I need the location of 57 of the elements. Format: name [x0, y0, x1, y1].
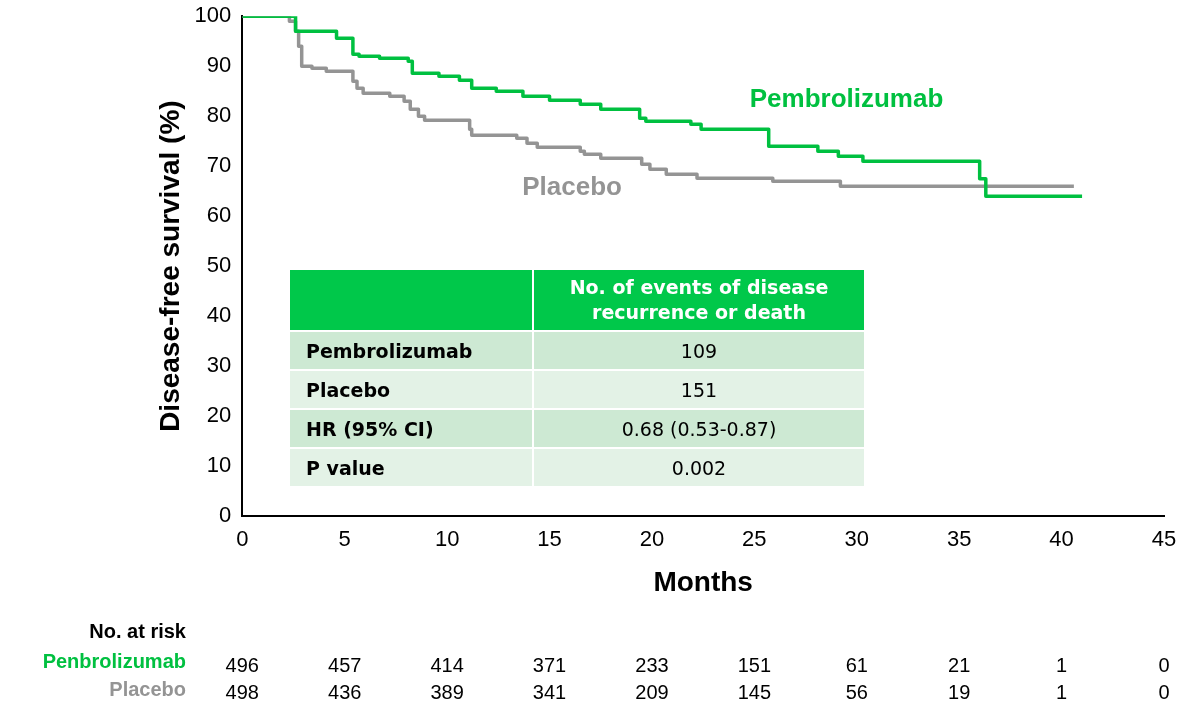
text: 414 [430, 653, 464, 676]
y-axis-title: Disease-free survival (%) [153, 100, 185, 432]
text: 61 [845, 653, 868, 676]
text: 498 [225, 680, 259, 703]
text: 457 [328, 653, 362, 676]
series-label: Placebo [522, 171, 622, 202]
text: 21 [948, 653, 971, 676]
annotation: 0.68 (0.53-0.87) [533, 409, 865, 448]
text: Placebo [109, 677, 186, 700]
text: 145 [737, 680, 772, 703]
x-tick-label: 45 [1151, 526, 1177, 552]
text: 371 [532, 653, 567, 676]
y-tick-label: 90 [206, 52, 232, 78]
text: 389 [430, 680, 464, 703]
x-tick-label: 10 [434, 526, 460, 552]
y-tick-label: 10 [206, 452, 232, 478]
y-tick-label: 100 [194, 2, 232, 28]
text: No. at risk [89, 619, 187, 642]
text: 56 [845, 680, 868, 703]
text: 151 [737, 653, 772, 676]
annotation: 151 [533, 370, 865, 409]
annotation: P value [289, 448, 533, 487]
x-tick-label: 20 [639, 526, 665, 552]
text: 0 [1158, 680, 1170, 703]
annotation: HR (95% CI) [289, 409, 533, 448]
text: 496 [225, 653, 259, 676]
annotation: Placebo [289, 370, 533, 409]
y-tick-label: 70 [206, 152, 232, 178]
text: 341 [532, 680, 567, 703]
annotation: 109 [533, 331, 865, 370]
x-tick-label: 30 [844, 526, 870, 552]
y-tick-label: 80 [206, 102, 232, 128]
y-tick-label: 20 [206, 402, 232, 428]
x-tick-label: 25 [742, 526, 767, 552]
text: 209 [635, 680, 669, 703]
annotation: No. of events of disease recurrence or death [533, 269, 865, 331]
y-tick-label: 60 [206, 202, 232, 228]
y-tick-label: 40 [206, 302, 232, 328]
text: 19 [948, 680, 971, 703]
x-tick-label: 0 [236, 526, 249, 552]
text: 233 [635, 653, 669, 676]
text: 1 [1056, 653, 1068, 676]
x-axis-title: Months [653, 565, 753, 597]
y-tick-label: 30 [206, 352, 232, 378]
text: 436 [328, 680, 362, 703]
y-tick-label: 50 [206, 252, 232, 278]
text: 0 [1158, 653, 1170, 676]
x-tick-label: 35 [946, 526, 972, 552]
text: Penbrolizumab [42, 649, 186, 672]
y-tick-label: 0 [219, 502, 232, 528]
text: 1 [1056, 680, 1068, 703]
x-tick-label: 15 [537, 526, 562, 552]
x-tick-label: 5 [338, 526, 351, 552]
series-label: Pembrolizumab [749, 83, 944, 114]
x-tick-label: 40 [1049, 526, 1074, 552]
annotation: 0.002 [533, 448, 865, 487]
annotation: Pembrolizumab [289, 331, 533, 370]
